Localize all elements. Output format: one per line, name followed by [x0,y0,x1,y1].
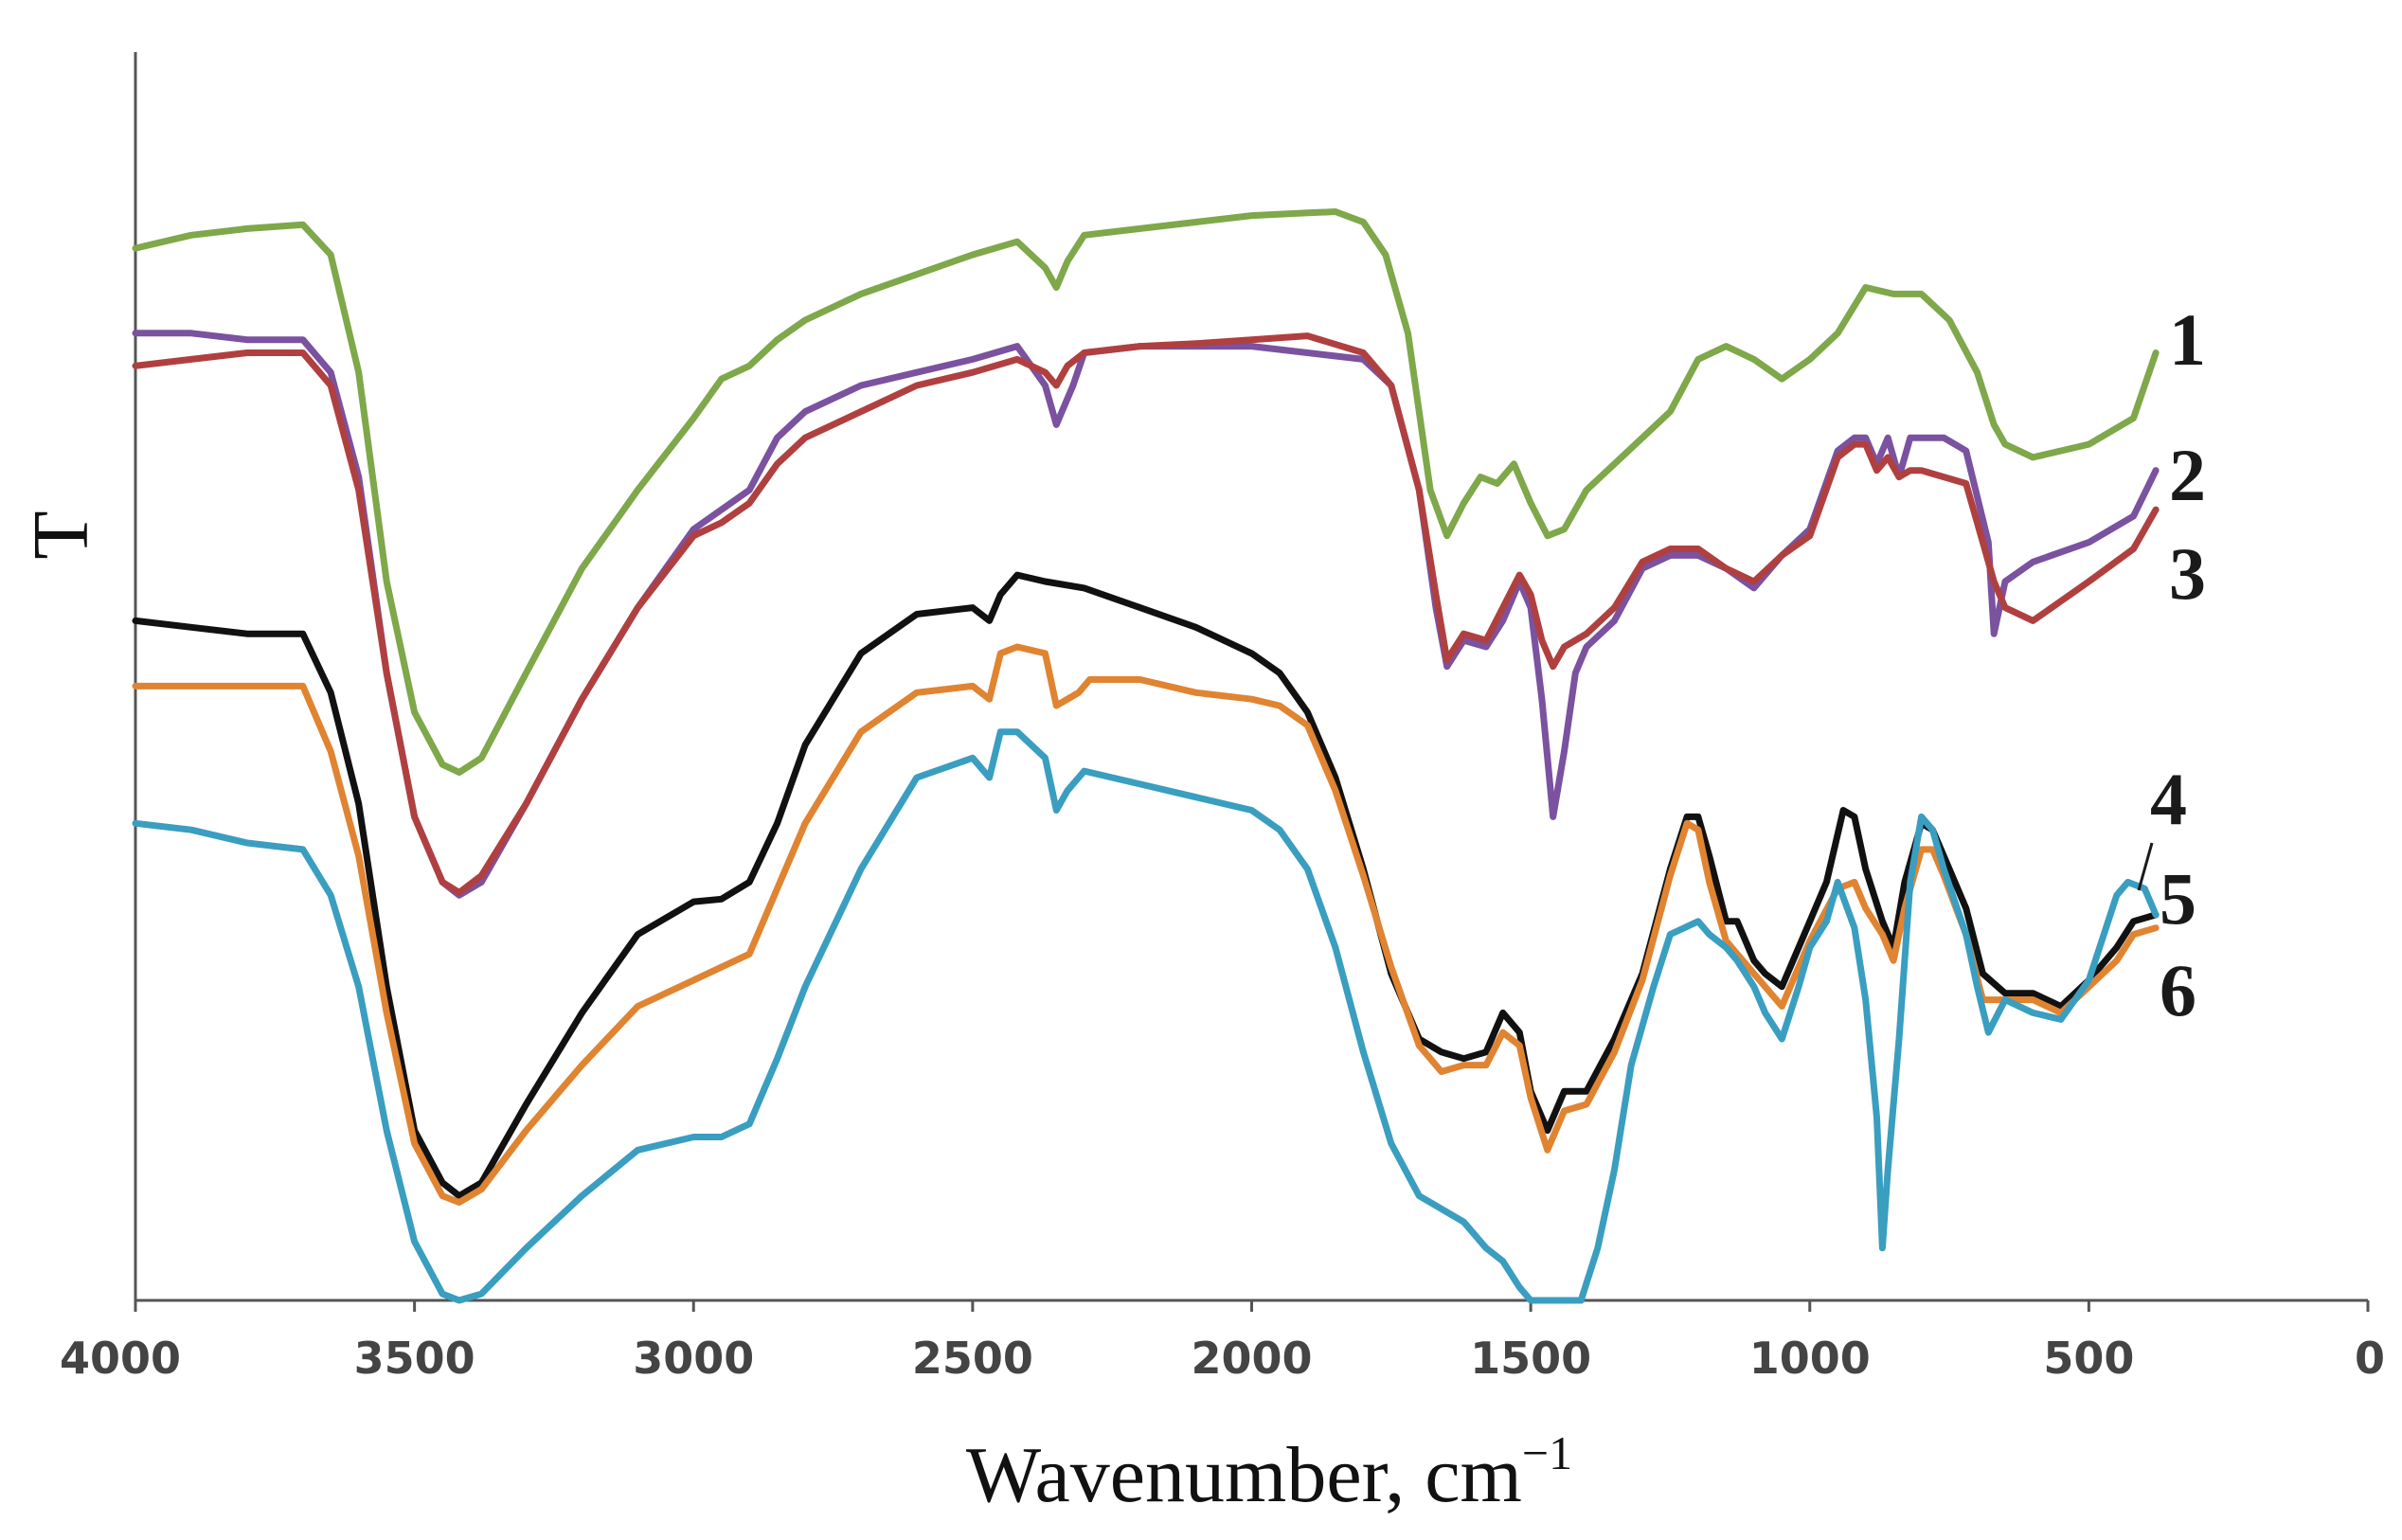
x-tick-label: 3500 [354,1333,475,1384]
series-line-2 [132,330,2160,899]
series-label-4: 4 [2150,758,2187,840]
series-label-3: 3 [2169,532,2206,615]
series-label-2: 2 [2169,434,2206,516]
x-axis-title-superscript: −1 [1522,1426,1572,1479]
x-tick-label: 2000 [1191,1333,1312,1384]
series-line-4 [132,571,2160,1200]
x-axis-title: Wavenumber, cm−1 [966,1426,1572,1519]
series-line-1 [132,208,2160,776]
series-label-5: 5 [2160,857,2196,940]
x-tick-label: 500 [2043,1333,2134,1384]
axes [134,52,2368,1302]
x-tick-label: 3000 [633,1333,754,1384]
series-labels: 1 2 3 4 5 6 [2137,298,2206,1031]
y-axis-title: T [17,510,105,559]
series-label-1: 1 [2169,298,2206,381]
series-line-3 [132,332,2160,896]
x-tick-label: 0 [2355,1333,2385,1384]
x-tick-label: 1500 [1470,1333,1591,1384]
x-tick-label: 2500 [912,1333,1033,1384]
x-ticks: 4000 3500 3000 2500 2000 1500 1000 500 0 [60,1300,2385,1384]
series-lines [132,208,2160,1304]
x-axis-title-text: Wavenumber, cm [966,1431,1522,1519]
series-label-4-leader [2137,842,2154,891]
series-line-5 [132,643,2160,1206]
series-label-6: 6 [2160,949,2196,1031]
x-tick-label: 1000 [1749,1333,1871,1384]
series-line-6 [132,728,2160,1304]
x-tick-label: 4000 [60,1333,181,1384]
